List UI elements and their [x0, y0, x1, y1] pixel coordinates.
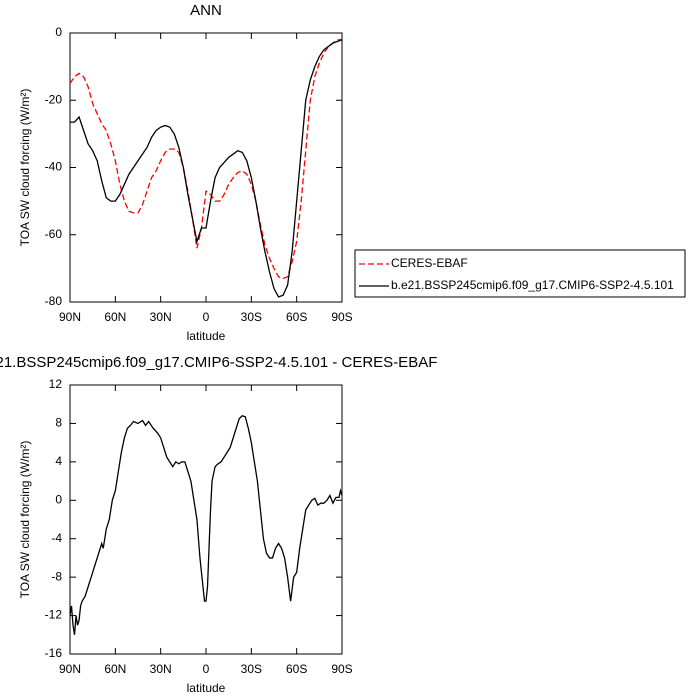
x-tick-label: 0 — [203, 662, 210, 676]
legend-label: CERES-EBAF — [391, 256, 468, 270]
data-line — [69, 415, 343, 635]
y-tick-label: -8 — [51, 569, 62, 583]
y-tick-label: -40 — [45, 160, 63, 174]
x-tick-label: 60S — [286, 662, 307, 676]
y-tick-label: -16 — [45, 646, 63, 660]
y-axis-label: TOA SW cloud forcing (W/m²) — [18, 441, 32, 599]
x-tick-label: 90N — [59, 662, 81, 676]
x-tick-label: 30S — [241, 662, 262, 676]
plot-frame — [69, 32, 343, 303]
legend-box — [354, 249, 686, 298]
y-tick-label: -80 — [45, 294, 63, 308]
plot-frame — [69, 384, 343, 655]
y-tick-label: -12 — [45, 608, 63, 622]
x-tick-label: 90S — [331, 662, 352, 676]
x-tick-label: 0 — [203, 310, 210, 324]
y-tick-label: 0 — [55, 25, 62, 39]
y-tick-label: 4 — [55, 454, 62, 468]
data-line — [69, 39, 342, 280]
y-tick-label: 8 — [55, 416, 62, 430]
x-tick-label: 90S — [331, 310, 352, 324]
x-tick-label: 60N — [104, 662, 126, 676]
x-axis-label: latitude — [187, 329, 226, 343]
x-tick-label: 90N — [59, 310, 81, 324]
x-tick-label: 30N — [150, 310, 172, 324]
y-tick-label: -60 — [45, 227, 63, 241]
x-axis-label: latitude — [187, 681, 226, 695]
y-axis-label: TOA SW cloud forcing (W/m²) — [18, 89, 32, 247]
y-tick-label: -20 — [45, 92, 63, 106]
y-tick-label: 0 — [55, 492, 62, 506]
data-line — [70, 39, 343, 298]
y-tick-label: 12 — [49, 377, 63, 391]
legend-label: b.e21.BSSP245cmip6.f09_g17.CMIP6-SSP2-4.… — [391, 278, 674, 292]
x-tick-label: 60S — [286, 310, 307, 324]
y-tick-label: -4 — [51, 531, 62, 545]
x-tick-label: 30S — [241, 310, 262, 324]
chart-title: ANN — [190, 2, 222, 19]
x-tick-label: 60N — [104, 310, 126, 324]
chart-title: b.e21.BSSP245cmip6.f09_g17.CMIP6-SSP2-4.… — [0, 354, 437, 371]
x-tick-label: 30N — [150, 662, 172, 676]
